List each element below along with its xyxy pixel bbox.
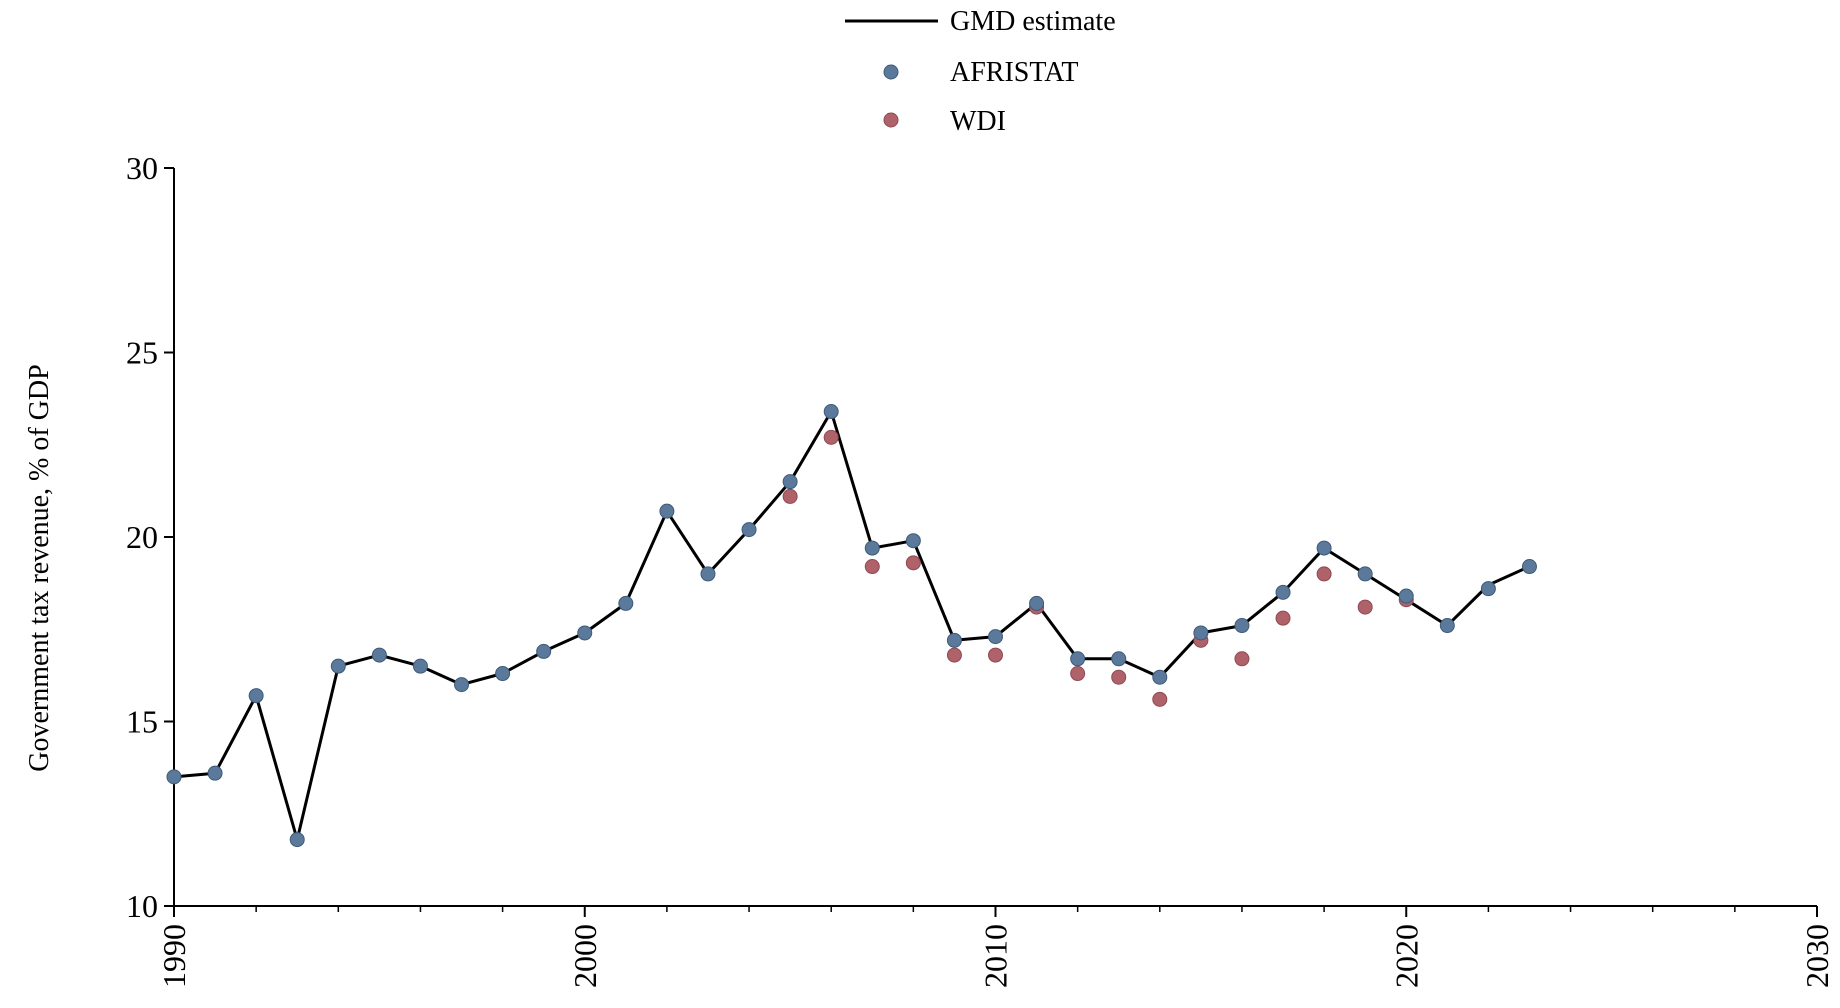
data-point-afristat [1029,595,1045,611]
data-point-afristat [864,540,880,556]
data-point-wdi [1152,691,1168,707]
data-point-wdi [1357,599,1373,615]
data-point-afristat [700,566,716,582]
legend-marker-wdi [883,112,899,128]
axes: 10 15 20 25 30 1990 2000 2010 2020 2030 [126,150,1835,988]
data-point-afristat [782,474,798,490]
data-point-wdi [1234,651,1250,667]
data-point-afristat [618,595,634,611]
data-point-wdi [1070,666,1086,682]
data-point-wdi [1275,610,1291,626]
data-point-afristat [988,629,1003,645]
data-point-wdi [782,488,798,504]
data-point-afristat [454,677,470,693]
data-point-afristat [1152,669,1168,685]
data-point-afristat [330,658,346,674]
series-line-gmd-estimate [173,410,1531,842]
data-point-afristat [823,404,839,420]
data-point-afristat [289,832,305,848]
data-point-afristat [1111,651,1127,667]
data-point-afristat [495,666,511,682]
data-point-afristat [1357,566,1373,582]
legend-label-afristat: AFRISTAT [950,57,1078,88]
data-point-afristat [1316,540,1332,556]
data-point-afristat [1275,584,1291,600]
data-point-afristat [166,769,182,785]
data-point-afristat [371,647,387,663]
x-tick-label: 2010 [978,924,1014,988]
y-tick-label: 25 [126,335,158,371]
legend: GMD estimate AFRISTAT WDI [845,6,1116,137]
y-tick-label: 20 [126,519,158,555]
data-point-afristat [577,625,593,641]
data-point-wdi [1111,669,1127,685]
data-point-wdi [864,559,880,575]
x-tick-label: 2020 [1388,924,1424,988]
data-point-afristat [207,765,223,781]
y-tick-label: 15 [126,704,158,740]
y-axis-label: Government tax revenue, % of GDP [24,364,55,771]
y-tick-label: 10 [126,888,158,924]
data-point-afristat [1439,618,1455,634]
data-point-afristat [1070,651,1086,667]
legend-label-gmd: GMD estimate [950,6,1116,37]
data-point-afristat [946,632,962,648]
data-point-wdi [823,429,839,445]
x-tick-label: 2030 [1799,924,1835,988]
data-point-afristat [905,533,921,549]
plot-area [166,404,1537,848]
data-point-afristat [741,522,757,538]
data-point-afristat [1398,588,1414,604]
legend-label-wdi: WDI [950,106,1006,137]
data-point-afristat [1480,581,1496,597]
legend-marker-afristat [883,64,899,80]
data-point-afristat [1234,618,1250,634]
data-point-afristat [412,658,428,674]
data-point-wdi [1316,566,1332,582]
y-tick-label: 30 [126,150,158,186]
data-point-afristat [1521,559,1537,575]
data-point-wdi [905,555,921,571]
data-point-afristat [1193,625,1209,641]
x-tick-label: 1990 [156,924,192,988]
data-point-afristat [248,688,264,704]
data-point-afristat [659,503,675,519]
data-point-afristat [536,643,552,659]
data-point-wdi [988,647,1003,663]
x-tick-label: 2000 [567,924,603,988]
data-point-wdi [946,647,962,663]
